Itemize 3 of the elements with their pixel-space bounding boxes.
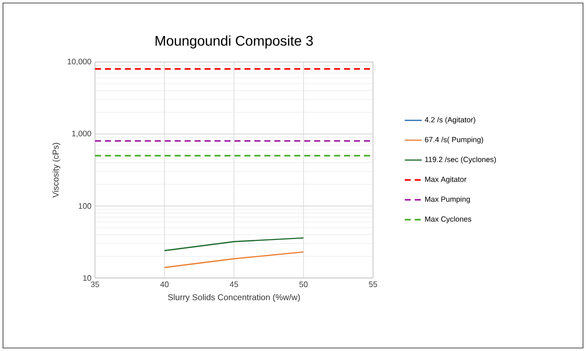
chart-title: Moungoundi Composite 3 xyxy=(156,36,313,49)
y-axis-title: Viscosity (cPs) xyxy=(52,142,60,198)
x-axis-title: Slurry Solids Concentration (%w/w) xyxy=(168,294,300,302)
